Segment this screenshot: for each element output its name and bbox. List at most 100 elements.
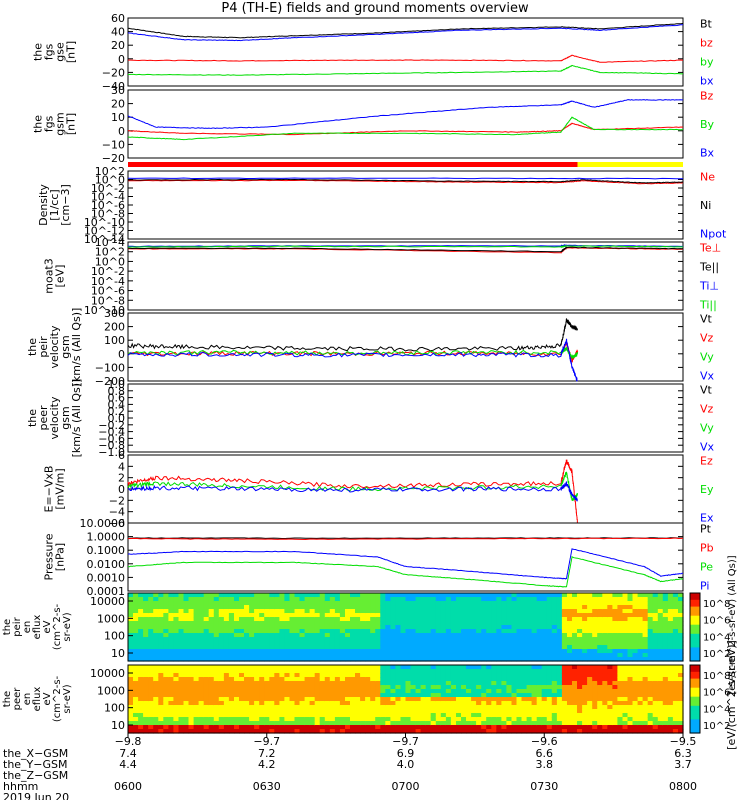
heatmap-cell (627, 613, 634, 618)
heatmap-cell (587, 597, 593, 602)
colorbar-segment (690, 714, 700, 718)
heatmap-cell (239, 649, 245, 654)
colorbar-segment (690, 617, 700, 621)
heatmap-cell (299, 613, 306, 618)
heatmap-cell (476, 597, 482, 602)
heatmap-cell (158, 625, 164, 630)
heatmap-cell (168, 609, 174, 614)
heatmap-cell (324, 689, 331, 694)
y-tick-label: −0.2 (98, 419, 125, 432)
heatmap-cell (466, 669, 472, 674)
heatmap-cell (632, 653, 639, 658)
heatmap-cell (450, 605, 457, 610)
heatmap-cell (471, 641, 477, 646)
heatmap-cell (259, 725, 265, 730)
heatmap-cell (637, 657, 644, 662)
heatmap-cell (385, 601, 391, 606)
heatmap-cell (284, 621, 290, 626)
heatmap-cell (244, 701, 250, 706)
heatmap-cell (375, 729, 381, 734)
heatmap-cell (208, 609, 215, 614)
heatmap-cell (440, 641, 447, 646)
heatmap-cell (607, 677, 613, 682)
heatmap-cell (153, 713, 159, 718)
heatmap-cell (334, 609, 341, 614)
heatmap-cell (425, 609, 432, 614)
heatmap-cell (567, 593, 573, 598)
heatmap-cell (254, 681, 260, 686)
heatmap-cell (299, 669, 306, 674)
heatmap-cell (496, 709, 502, 714)
heatmap-cell (678, 613, 684, 618)
heatmap-cell (244, 665, 250, 670)
heatmap-cell (228, 701, 235, 706)
heatmap-cell (526, 713, 533, 718)
heatmap-cell (425, 617, 432, 622)
heatmap-cell (173, 609, 179, 614)
heatmap-cell (390, 709, 396, 714)
heatmap-cell (405, 681, 412, 686)
heatmap-cell (551, 697, 558, 702)
heatmap-cell (314, 597, 321, 602)
heatmap-cell (662, 685, 669, 690)
heatmap-cell (466, 609, 472, 614)
heatmap-cell (450, 641, 457, 646)
heatmap-cell (254, 725, 260, 730)
heatmap-cell (617, 725, 623, 730)
heatmap-cell (491, 625, 497, 630)
heatmap-cell (375, 645, 381, 650)
heatmap-cell (612, 645, 618, 650)
heatmap-cell (461, 609, 467, 614)
heatmap-cell (516, 649, 523, 654)
heatmap-cell (420, 717, 427, 722)
colorbar-segment (690, 611, 700, 614)
heatmap-cell (289, 653, 296, 658)
heatmap-cell (561, 689, 568, 694)
heatmap-cell (506, 653, 512, 658)
heatmap-cell (602, 685, 608, 690)
heatmap-cell (304, 665, 311, 670)
heatmap-cell (274, 605, 280, 610)
heatmap-cell (672, 721, 679, 726)
heatmap-cell (345, 641, 351, 646)
heatmap-cell (561, 693, 568, 698)
heatmap-cell (198, 697, 205, 702)
heatmap-cell (652, 649, 659, 654)
heatmap-cell (153, 685, 159, 690)
heatmap-cell (536, 625, 543, 630)
heatmap-cell (506, 669, 512, 674)
heatmap-cell (450, 593, 457, 598)
y-axis-label-line: [cm−3] (59, 184, 72, 226)
heatmap-cell (345, 653, 351, 658)
heatmap-cell (582, 593, 588, 598)
heatmap-cell (239, 677, 245, 682)
heatmap-cell (345, 705, 351, 710)
heatmap-cell (435, 625, 442, 630)
heatmap-cell (390, 725, 396, 730)
heatmap-cell (617, 605, 623, 610)
heatmap-cell (385, 717, 391, 722)
heatmap-cell (597, 705, 603, 710)
heatmap-cell (531, 605, 538, 610)
heatmap-cell (592, 709, 598, 714)
heatmap-cell (572, 629, 578, 634)
heatmap-cell (667, 677, 674, 682)
heatmap-cell (249, 609, 255, 614)
heatmap-cell (617, 709, 623, 714)
heatmap-cell (622, 597, 629, 602)
heatmap-cell (516, 721, 523, 726)
heatmap-cell (567, 609, 573, 614)
heatmap-cell (294, 677, 301, 682)
heatmap-cell (561, 637, 568, 642)
heatmap-cell (334, 641, 341, 646)
heatmap-cell (289, 625, 296, 630)
heatmap-cell (445, 605, 452, 610)
heatmap-cell (319, 709, 326, 714)
heatmap-cell (546, 621, 553, 626)
heatmap-cell (667, 717, 674, 722)
heatmap-cell (511, 613, 518, 618)
heatmap-cell (450, 669, 457, 674)
heatmap-cell (213, 705, 220, 710)
heatmap-cell (461, 689, 467, 694)
heatmap-cell (622, 593, 629, 598)
